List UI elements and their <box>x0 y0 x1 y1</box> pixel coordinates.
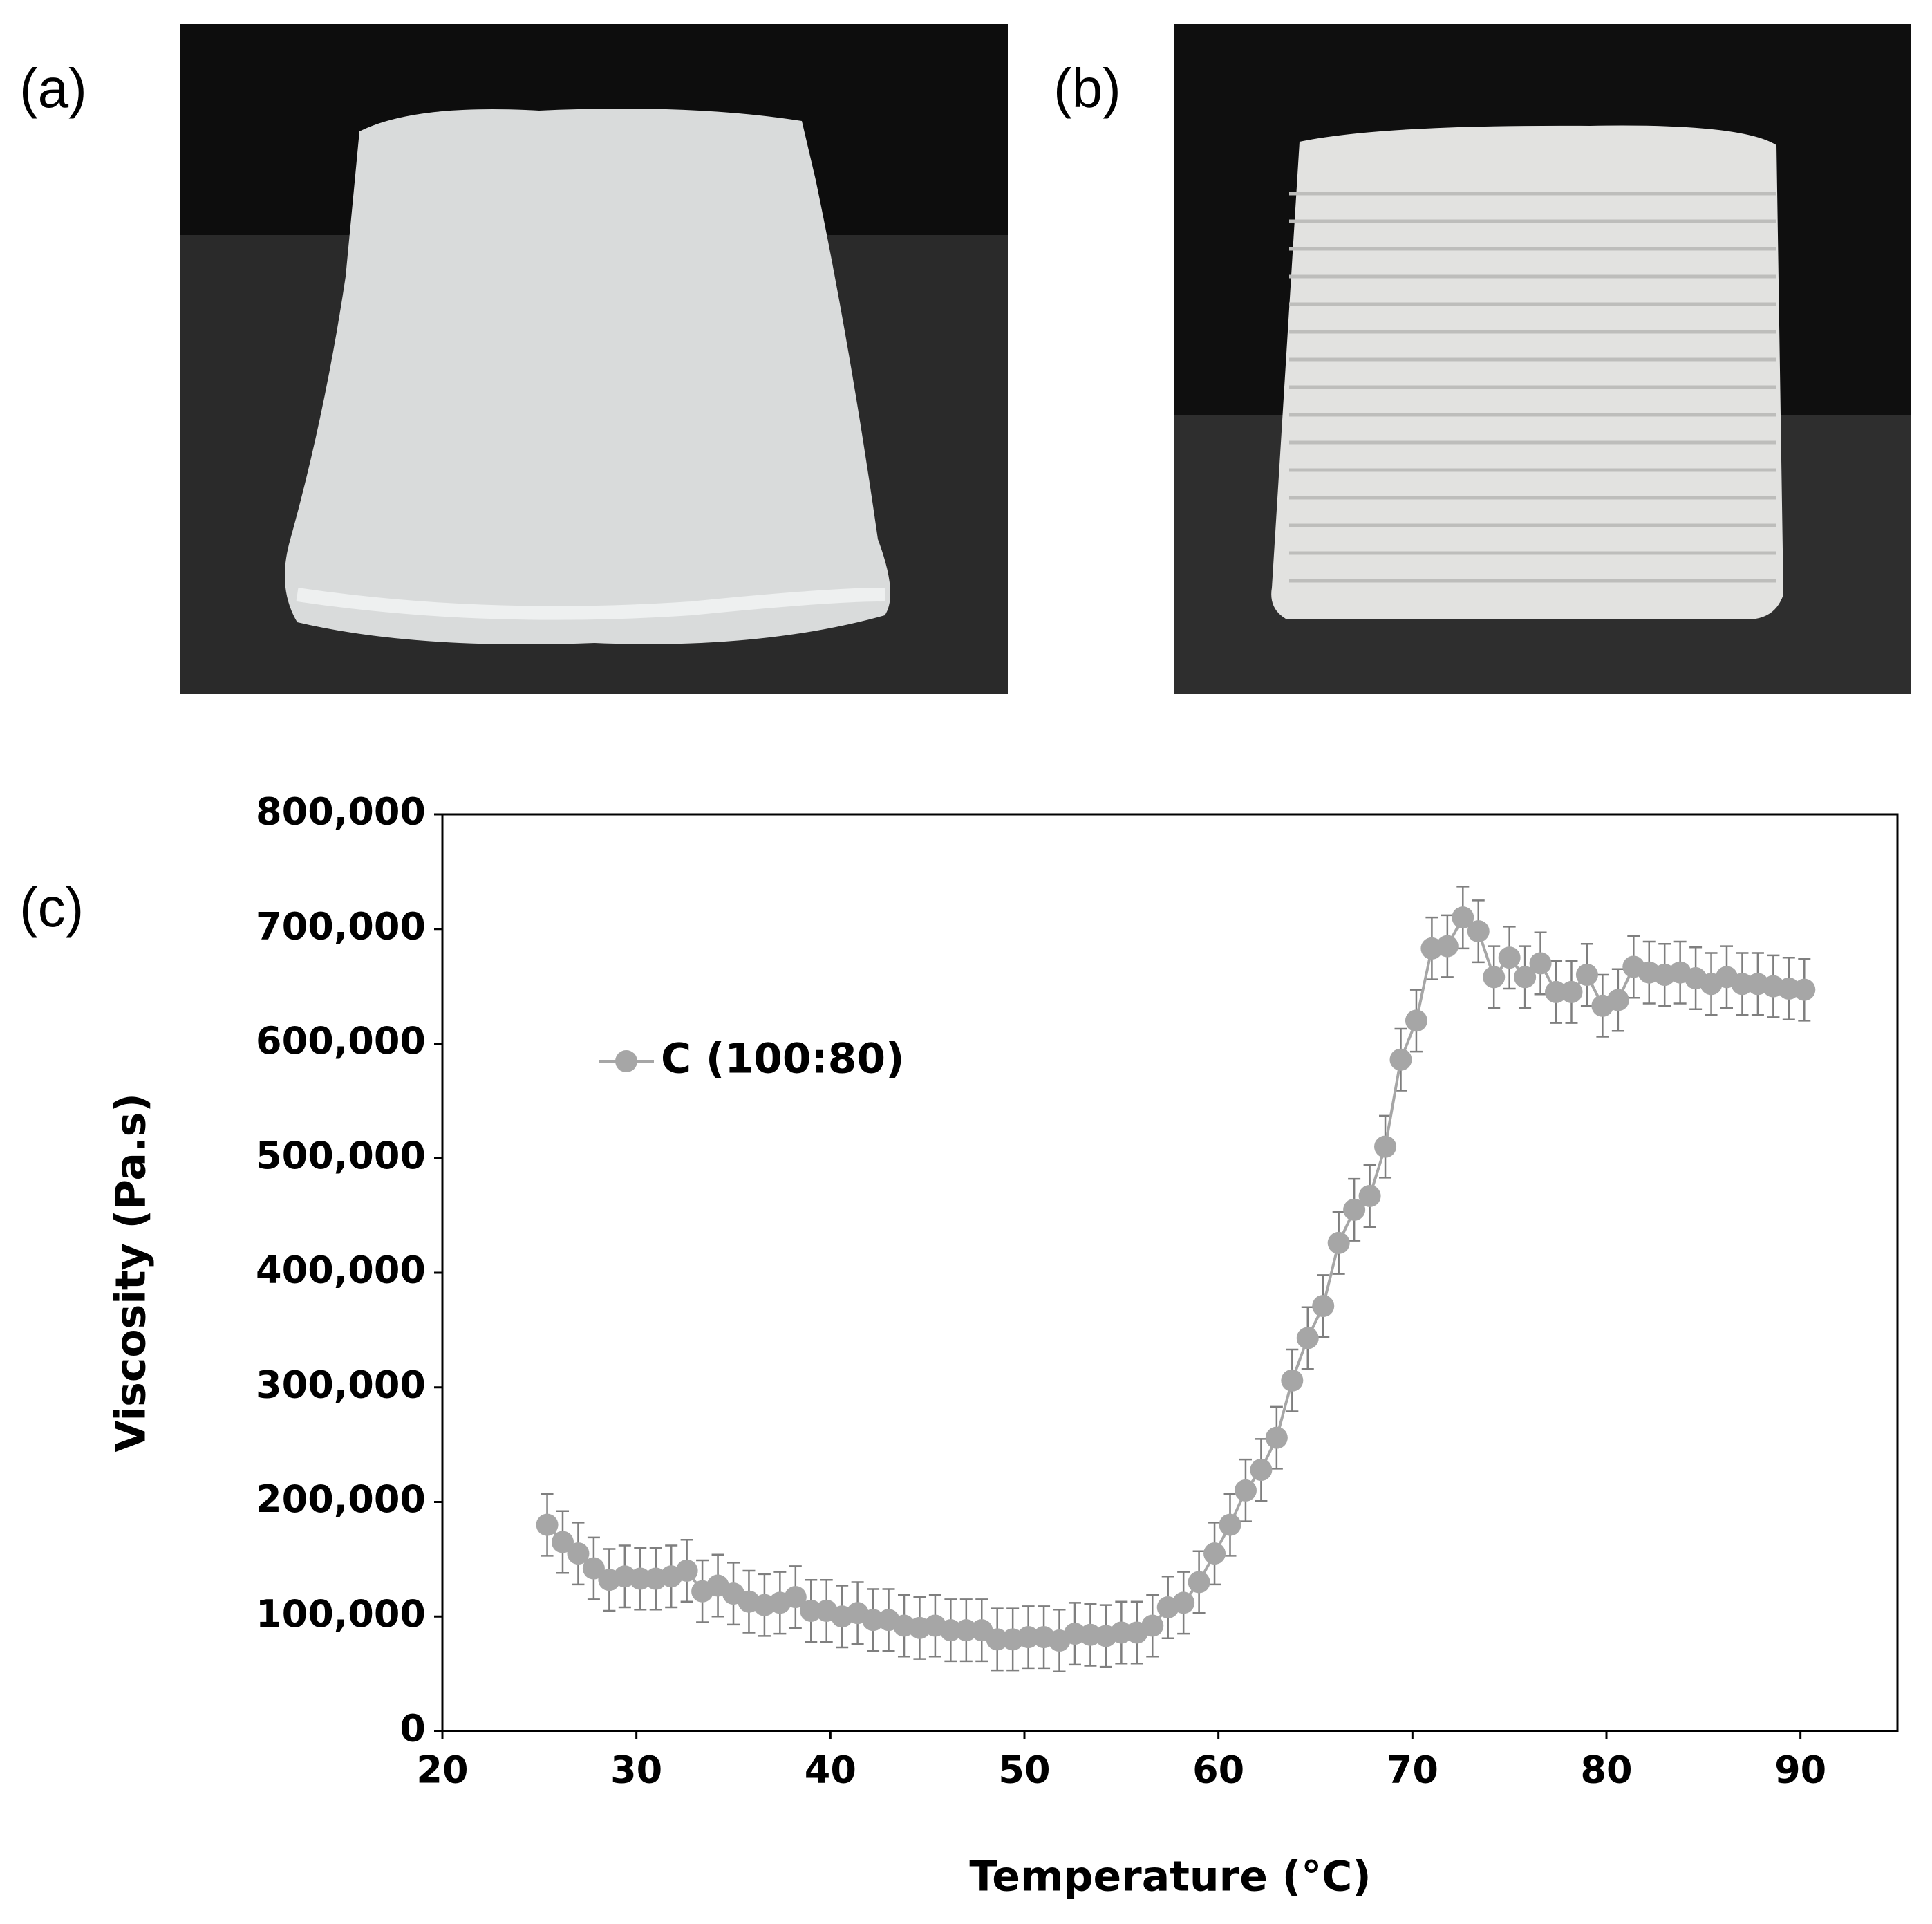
data-point <box>955 1619 977 1642</box>
data-point <box>1560 980 1583 1003</box>
data-point <box>1389 1048 1412 1071</box>
x-tick-label: 70 <box>1387 1748 1438 1792</box>
data-point <box>1483 966 1506 989</box>
x-tick-label: 30 <box>610 1748 662 1792</box>
data-point <box>1219 1513 1241 1536</box>
series-line <box>546 915 1805 1643</box>
photo-b <box>1174 24 1911 694</box>
y-tick-label: 500,000 <box>256 1134 426 1177</box>
y-tick-label: 700,000 <box>256 904 426 948</box>
data-point <box>1529 952 1552 975</box>
y-tick-label: 200,000 <box>256 1477 426 1521</box>
data-point <box>1265 1426 1288 1449</box>
y-axis-title: Viscosity (Pa.s) <box>107 1093 156 1453</box>
data-point <box>1452 906 1474 929</box>
photo-a <box>180 24 1008 694</box>
y-tick-label: 300,000 <box>256 1363 426 1406</box>
data-point <box>784 1586 807 1609</box>
x-tick-label: 60 <box>1192 1748 1244 1792</box>
x-tick-label: 40 <box>805 1748 856 1792</box>
data-point <box>800 1599 823 1622</box>
data-point <box>1606 989 1629 1011</box>
x-tick-label: 50 <box>998 1748 1050 1792</box>
data-point <box>1188 1571 1210 1594</box>
x-tick-label: 90 <box>1774 1748 1826 1792</box>
data-point <box>582 1557 605 1580</box>
data-point <box>552 1531 574 1553</box>
data-point <box>1343 1198 1366 1221</box>
y-tick-label: 0 <box>400 1707 426 1750</box>
data-point <box>1405 1009 1427 1032</box>
data-point <box>1545 980 1568 1003</box>
data-point <box>1731 973 1754 996</box>
data-point <box>1498 946 1521 969</box>
data-point <box>1110 1621 1133 1644</box>
data-point <box>986 1628 1009 1651</box>
y-tick-label: 400,000 <box>256 1249 426 1292</box>
data-point <box>1358 1184 1381 1207</box>
y-tick-label: 600,000 <box>256 1019 426 1063</box>
data-point <box>1234 1479 1257 1502</box>
x-tick-label: 20 <box>416 1748 468 1792</box>
data-point <box>1141 1614 1164 1637</box>
data-point <box>1514 966 1537 989</box>
data-point <box>675 1559 698 1582</box>
data-point <box>1017 1626 1040 1649</box>
data-point <box>1793 978 1816 1001</box>
plot-frame <box>441 813 1899 1732</box>
data-point <box>567 1542 590 1565</box>
y-tick-label: 100,000 <box>256 1592 426 1636</box>
panel-label: (b) <box>1053 57 1121 119</box>
data-point <box>939 1619 962 1642</box>
data-point <box>1374 1135 1397 1158</box>
legend-label: C (100:80) <box>661 1035 905 1083</box>
data-point <box>536 1513 559 1536</box>
data-point <box>1575 964 1598 987</box>
data-point <box>1312 1295 1335 1318</box>
data-point <box>1436 935 1459 958</box>
panel-label: (a) <box>19 57 87 119</box>
data-point <box>1296 1327 1319 1349</box>
x-axis-title: Temperature (°C) <box>969 1853 1371 1901</box>
data-point <box>629 1567 652 1590</box>
data-point <box>862 1609 885 1632</box>
x-tick-label: 80 <box>1580 1748 1632 1792</box>
data-point <box>1327 1231 1350 1254</box>
y-tick-label: 800,000 <box>256 790 426 834</box>
data-point <box>1250 1459 1273 1482</box>
panel-label: (c) <box>19 877 84 938</box>
data-point <box>1467 920 1490 943</box>
data-point <box>1172 1591 1195 1614</box>
legend-marker <box>615 1050 637 1072</box>
data-point <box>1281 1369 1304 1392</box>
data-point <box>1203 1542 1226 1565</box>
